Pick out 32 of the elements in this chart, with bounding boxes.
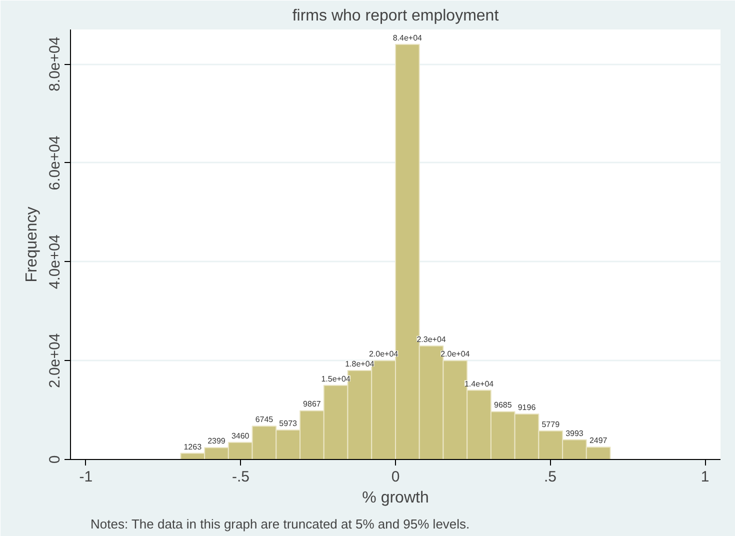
data-label: 9685 (494, 400, 512, 410)
data-label: 8.4e+04 (392, 33, 423, 42)
x-tick-label: .5 (544, 468, 557, 486)
data-label: 6745 (255, 415, 274, 424)
y-tick-label: 6.0e+04 (46, 136, 64, 190)
y-axis-title: Frequency (24, 206, 40, 282)
x-tick-label: 0 (391, 468, 400, 486)
chart-title: firms who report employment (292, 8, 500, 24)
x-tick-label: -.5 (232, 468, 250, 486)
data-label: 2497 (589, 436, 608, 446)
text: Notes: The data in this graph are truncated at 5% and 95% levels. (90, 516, 470, 532)
x-tick-label: -1 (79, 468, 93, 486)
data-label: 1263 (184, 442, 202, 452)
data-label: 2.0e+04 (440, 350, 470, 359)
data-label: 2.3e+04 (416, 334, 446, 344)
y-tick-label: 2.0e+04 (46, 333, 64, 388)
x-axis-title: % growth (362, 490, 429, 506)
data-label: 3993 (566, 428, 584, 438)
data-label: 9867 (303, 400, 322, 409)
data-label: 5779 (542, 420, 560, 429)
data-label: 2.0e+04 (368, 350, 399, 359)
data-label: 3460 (231, 431, 250, 440)
data-label: 9196 (518, 403, 536, 412)
data-label: 2399 (208, 436, 226, 446)
y-tick-label: 8.0e+04 (46, 36, 64, 92)
y-tick-label: 4.0e+04 (46, 234, 64, 290)
data-label: 1.8e+04 (345, 360, 375, 369)
y-tick-label: 0 (46, 455, 64, 464)
data-label: 5973 (279, 418, 298, 428)
data-label: 1.4e+04 (464, 379, 494, 388)
x-tick-label: 1 (700, 468, 710, 486)
data-label: 1.5e+04 (321, 374, 351, 384)
